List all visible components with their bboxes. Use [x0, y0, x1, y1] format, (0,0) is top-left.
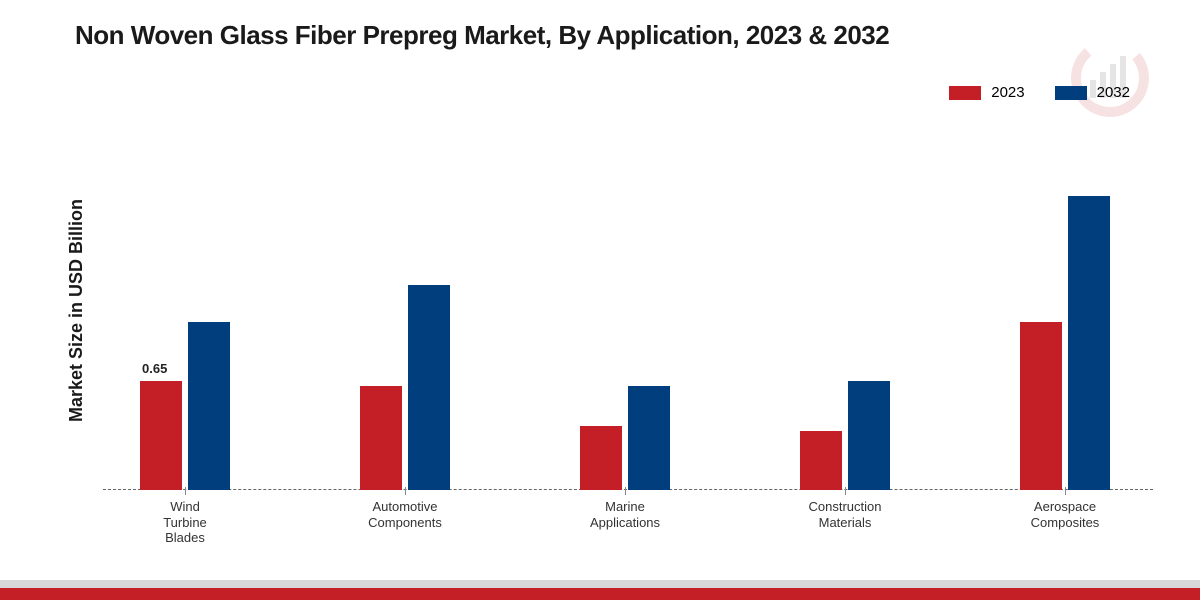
y-axis-label: Market Size in USD Billion — [66, 199, 87, 422]
x-axis-label: ConstructionMaterials — [790, 499, 900, 530]
bar: 0.65 — [140, 381, 182, 490]
bar-value-label: 0.65 — [142, 361, 167, 376]
x-tick — [625, 487, 626, 495]
x-tick — [1065, 487, 1066, 495]
bar-group: 0.65 — [140, 322, 230, 490]
legend-label-2032: 2032 — [1097, 84, 1130, 101]
watermark-logo — [1040, 38, 1160, 118]
legend-item-2032: 2032 — [1055, 84, 1130, 101]
legend-item-2023: 2023 — [949, 84, 1024, 101]
bar — [188, 322, 230, 490]
plot-area: 0.65 — [108, 120, 1148, 490]
bar — [848, 381, 890, 490]
bar — [580, 426, 622, 490]
legend-swatch-2032 — [1055, 86, 1087, 100]
x-tick — [185, 487, 186, 495]
x-tick — [845, 487, 846, 495]
bar-group — [360, 285, 450, 490]
x-axis-label: MarineApplications — [570, 499, 680, 530]
legend-label-2023: 2023 — [991, 84, 1024, 101]
chart-title: Non Woven Glass Fiber Prepreg Market, By… — [75, 20, 889, 51]
bar — [360, 386, 402, 490]
bar-group — [1020, 196, 1110, 490]
bar-group — [580, 386, 670, 490]
chart-container: Non Woven Glass Fiber Prepreg Market, By… — [0, 0, 1200, 580]
bar — [800, 431, 842, 490]
bar-group — [800, 381, 890, 490]
x-axis-label: AerospaceComposites — [1010, 499, 1120, 530]
footer-light-bar — [0, 580, 1200, 588]
legend-swatch-2023 — [949, 86, 981, 100]
bar — [1020, 322, 1062, 490]
bar — [628, 386, 670, 490]
legend: 2023 2032 — [949, 84, 1130, 101]
x-tick — [405, 487, 406, 495]
footer-accent-bar — [0, 588, 1200, 600]
x-axis-label: AutomotiveComponents — [350, 499, 460, 530]
bar — [1068, 196, 1110, 490]
x-axis-label: WindTurbineBlades — [140, 499, 230, 546]
bar — [408, 285, 450, 490]
